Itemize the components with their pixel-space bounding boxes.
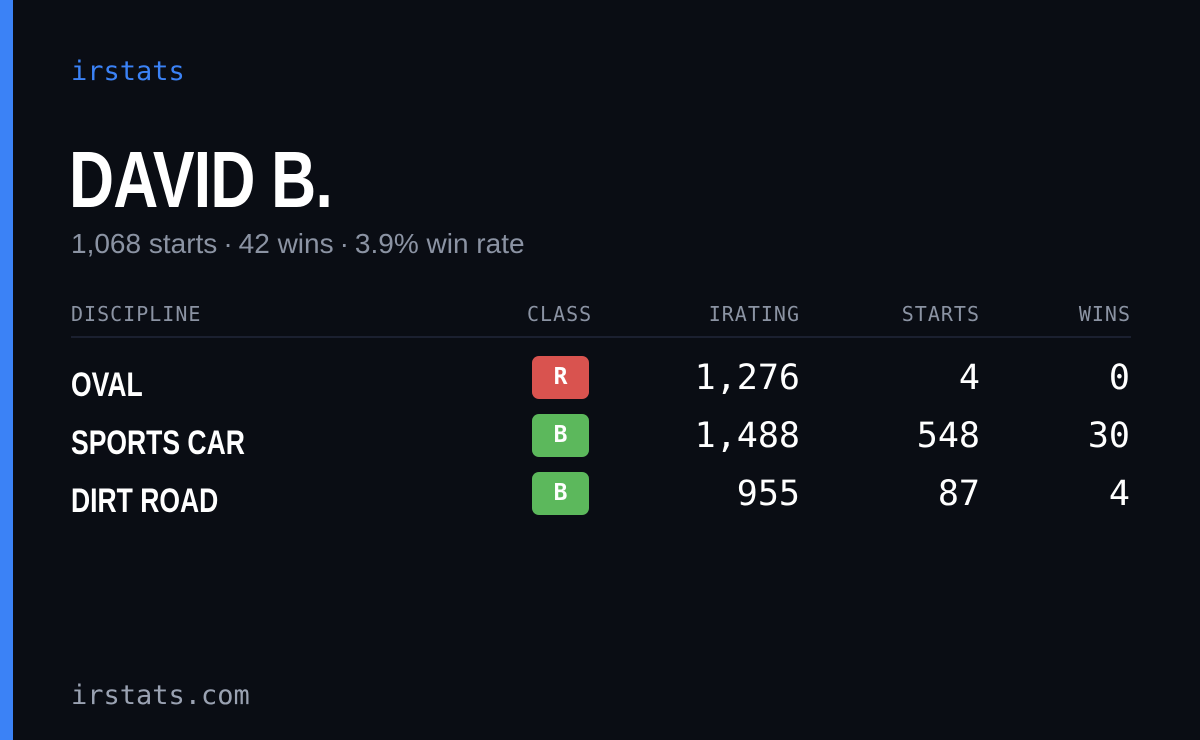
summary-starts: 1,068 starts: [71, 228, 218, 259]
table-row: SPORTS CAR B 1,488 548 30: [71, 410, 1131, 468]
starts-value: 548: [916, 416, 980, 456]
header-irating: IRATING: [708, 302, 800, 326]
player-summary: 1,068 starts · 42 wins · 3.9% win rate: [71, 228, 525, 260]
wins-value: 0: [1108, 358, 1130, 398]
discipline-name: SPORTS CAR: [71, 424, 245, 462]
header-class: CLASS: [527, 302, 593, 326]
summary-win-rate: 3.9% win rate: [354, 228, 525, 259]
summary-separator: ·: [339, 228, 349, 259]
table-row: DIRT ROAD B 955 87 4: [71, 468, 1131, 526]
irating-value: 1,488: [694, 416, 800, 456]
header-wins: WINS: [1078, 302, 1131, 326]
summary-wins: 42 wins: [238, 228, 334, 259]
footer-url[interactable]: irstats.com: [71, 680, 250, 711]
header-starts: STARTS: [901, 302, 980, 326]
header-discipline: DISCIPLINE: [71, 302, 202, 326]
wins-value: 30: [1087, 416, 1130, 456]
class-badge: B: [532, 472, 589, 515]
starts-value: 87: [937, 474, 980, 514]
accent-bar: [0, 0, 13, 740]
player-name: DAVID B.: [69, 135, 333, 224]
irating-value: 1,276: [694, 358, 800, 398]
wins-value: 4: [1108, 474, 1130, 514]
class-badge: B: [532, 414, 589, 457]
discipline-name: DIRT ROAD: [71, 482, 219, 520]
discipline-table: DISCIPLINE CLASS IRATING STARTS WINS OVA…: [71, 296, 1131, 526]
summary-separator: ·: [223, 228, 233, 259]
table-row: OVAL R 1,276 4 0: [71, 352, 1131, 410]
starts-value: 4: [958, 358, 980, 398]
discipline-name: OVAL: [71, 366, 143, 404]
irating-value: 955: [736, 474, 800, 514]
class-badge: R: [532, 356, 589, 399]
table-body: OVAL R 1,276 4 0 SPORTS CAR B 1,488 548 …: [71, 338, 1131, 526]
table-header: DISCIPLINE CLASS IRATING STARTS WINS: [71, 296, 1131, 338]
brand-logo: irstats: [71, 56, 185, 87]
